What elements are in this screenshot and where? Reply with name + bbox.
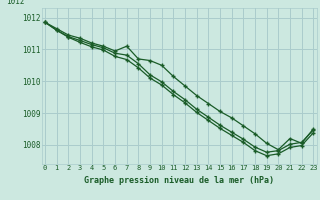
- Text: 1012: 1012: [6, 0, 24, 6]
- X-axis label: Graphe pression niveau de la mer (hPa): Graphe pression niveau de la mer (hPa): [84, 176, 274, 185]
